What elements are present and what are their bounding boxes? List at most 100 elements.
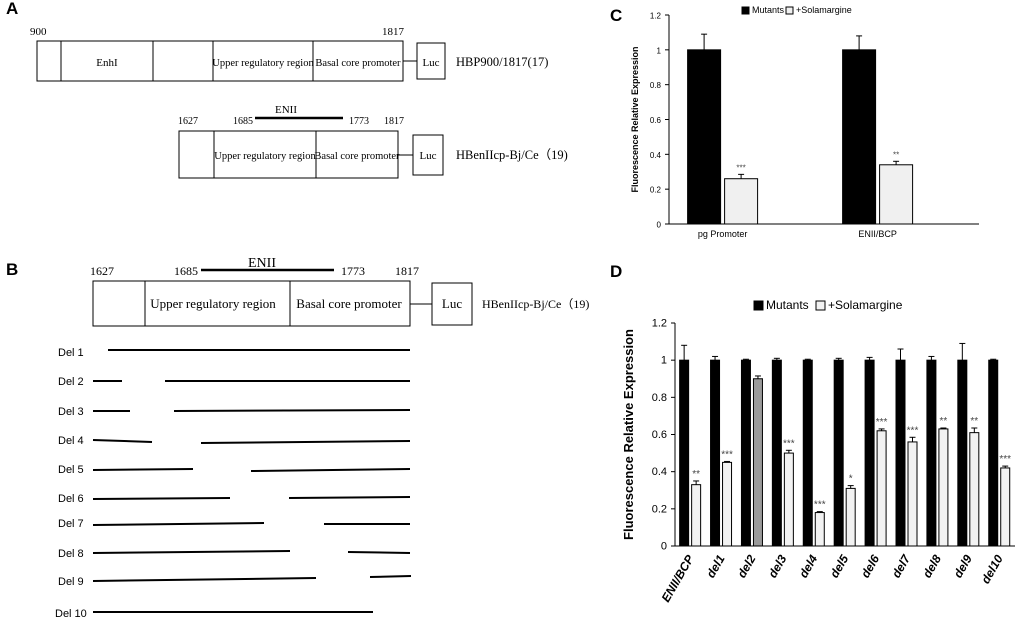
y-tick-label: 1: [661, 355, 667, 367]
legend-label: +Solamargine: [796, 5, 852, 15]
construct-hbenii: ENII 1627 1685 1773 1817 Upper regulator…: [178, 104, 568, 179]
luc-box: [431, 282, 473, 326]
category-label: del10: [978, 552, 1006, 586]
y-tick-label: 0.2: [650, 186, 662, 195]
bar-solamargine: [783, 452, 794, 547]
construct-hbp900: 900 1817 EnhI Upper regulatory region Ba…: [30, 26, 548, 82]
significance-label: ***: [721, 449, 733, 460]
upper-region-label: Upper regulatory region: [214, 151, 316, 162]
category-label: del8: [920, 552, 944, 580]
significance-label: ***: [736, 163, 745, 172]
bar-mutants: [957, 359, 968, 547]
basal-promoter-label: Basal core promoter: [315, 58, 401, 69]
category-label: ENII/BCP: [659, 552, 698, 605]
panel-label-d: D: [610, 262, 622, 281]
bar-solamargine: [722, 461, 733, 547]
chart-d: 0 0.2 0.4 0.6 0.8 1 1.2 Fluorescence Relative E…: [621, 298, 1015, 605]
luc-label: Luc: [442, 296, 462, 311]
pos-1685: 1685: [233, 116, 253, 127]
basal-promoter-label: Basal core promoter: [296, 296, 402, 311]
category-label: del6: [858, 552, 882, 580]
category-label: del3: [765, 552, 789, 580]
y-tick-label: 0.4: [650, 151, 662, 160]
bar-mutants: [926, 359, 937, 547]
y-tick-label: 0.6: [652, 429, 667, 441]
pos-1817: 1817: [395, 264, 419, 278]
bar-mutants: [687, 49, 722, 225]
deletion-label: Del 1: [58, 347, 84, 359]
pos-1773: 1773: [349, 116, 369, 127]
y-tick-label: 0: [661, 541, 667, 553]
deletion-row: Del 4: [58, 435, 411, 447]
legend-swatch: [815, 300, 826, 311]
panel-label-b: B: [6, 260, 18, 279]
construct-hbenii-large: ENII 1627 1685 1773 1817 Upper regulator…: [90, 256, 589, 327]
deletion-row: Del 7: [58, 518, 410, 530]
construct-box: [92, 280, 411, 327]
legend-swatch: [753, 300, 764, 311]
deletion-label: Del 8: [58, 548, 84, 560]
y-tick-label: 0.2: [652, 503, 667, 515]
luc-box: [412, 134, 444, 176]
bar-mutants: [842, 49, 877, 225]
pos-1627: 1627: [90, 264, 114, 278]
deletion-label: Del 6: [58, 493, 84, 505]
luc-box: [416, 42, 446, 80]
bar-mutants: [679, 359, 690, 547]
significance-label: ***: [876, 417, 888, 428]
significance-label: **: [893, 150, 899, 159]
legend-swatch: [741, 6, 750, 15]
deletion-row: Del 5: [58, 464, 411, 476]
bar-solamargine: [752, 378, 763, 547]
significance-label: ***: [783, 438, 795, 449]
category-label: del2: [734, 552, 758, 580]
enhi-label: EnhI: [96, 57, 118, 69]
category-label: ENII/BCP: [858, 229, 897, 239]
pos-900: 900: [30, 26, 47, 38]
bar-mutants: [895, 359, 906, 547]
upper-region-label: Upper regulatory region: [212, 58, 314, 69]
deletion-list: Del 1 Del 2 Del 3 Del 4 Del 5 Del 6: [55, 347, 412, 620]
significance-label: ***: [814, 500, 826, 511]
construct-name: HBenIIcp-Bj/Ce（19): [456, 148, 568, 162]
panel-label-c: C: [610, 6, 622, 25]
pos-1817: 1817: [384, 116, 404, 127]
y-tick-label: 1.2: [652, 318, 667, 330]
y-axis-label: Fluorescence Relative Expression: [621, 329, 636, 540]
chart-c: 0 0.2 0.4 0.6 0.8 1 1.2 Fluorescence Relative E…: [630, 5, 979, 239]
enii-label: ENII: [248, 256, 276, 271]
construct-name: HBenIIcp-Bj/Ce（19): [482, 297, 589, 311]
bar-solamargine: [879, 164, 914, 225]
significance-label: **: [970, 416, 978, 427]
y-tick-label: 1: [657, 46, 662, 55]
significance-label: ***: [999, 454, 1011, 465]
bar-mutants: [771, 359, 782, 547]
deletion-label: Del 10: [55, 608, 87, 620]
deletion-row: Del 3: [58, 406, 411, 418]
legend-label: Mutants: [766, 298, 809, 312]
y-axis-label: Fluorescence Relative Expression: [630, 46, 640, 192]
basal-promoter-label: Basal core promoter: [314, 151, 400, 162]
category-label: del7: [889, 551, 914, 580]
bar-solamargine: [938, 428, 949, 547]
deletion-row: Del 8: [58, 548, 411, 560]
pos-1773: 1773: [341, 264, 365, 278]
bar-mutants: [864, 359, 875, 547]
deletion-row: Del 6: [58, 493, 411, 505]
bar-solamargine: [1000, 467, 1011, 547]
deletion-row: Del 2: [58, 376, 410, 388]
bar-solamargine: [724, 178, 759, 225]
significance-label: **: [940, 416, 948, 427]
deletion-label: Del 4: [58, 435, 84, 447]
legend-swatch: [785, 6, 794, 15]
luc-label: Luc: [419, 150, 436, 162]
pos-1817: 1817: [382, 26, 405, 38]
y-tick-label: 0.6: [650, 116, 662, 125]
luc-label: Luc: [422, 57, 439, 69]
category-label: del9: [951, 552, 975, 580]
significance-label: **: [692, 469, 700, 480]
upper-region-label: Upper regulatory region: [150, 296, 276, 311]
bar-solamargine: [814, 512, 825, 547]
bar-mutants: [988, 359, 999, 547]
